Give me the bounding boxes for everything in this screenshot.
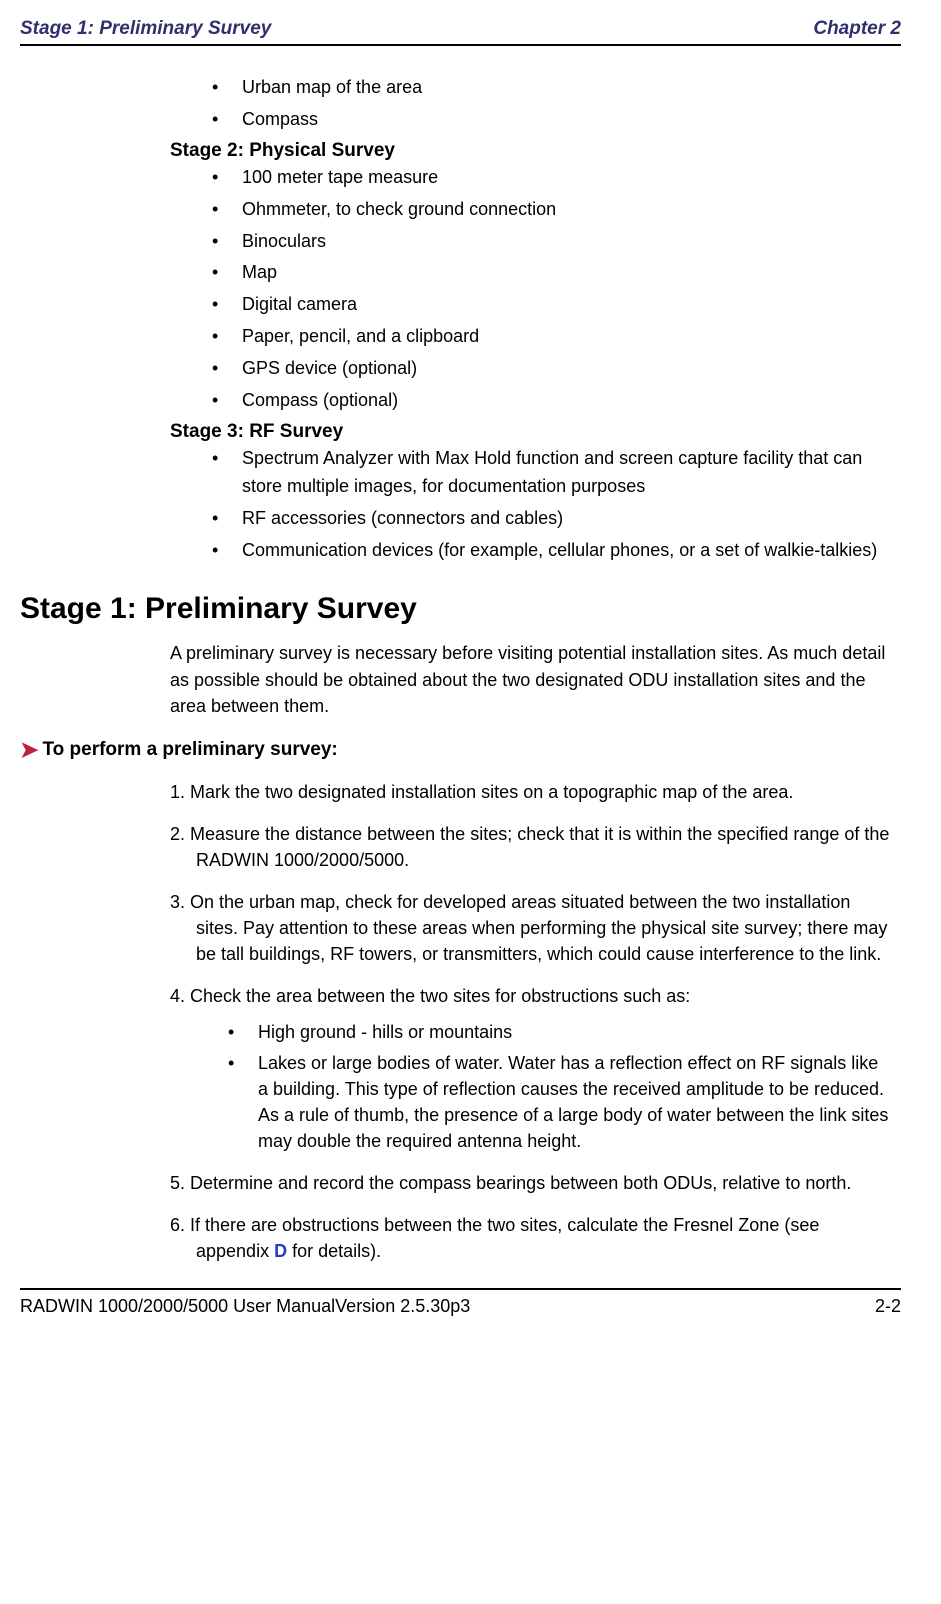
stage2-list: 100 meter tape measure Ohmmeter, to chec… <box>212 164 891 415</box>
list-item: Ohmmeter, to check ground connection <box>212 196 891 224</box>
header-chapter: Chapter 2 <box>813 18 901 40</box>
stage2-heading: Stage 2: Physical Survey <box>170 140 891 162</box>
numbered-list: 1. Mark the two designated installation … <box>170 779 891 1264</box>
procedure-steps: 1. Mark the two designated installation … <box>170 779 891 1264</box>
footer-left: RADWIN 1000/2000/5000 User ManualVersion… <box>20 1296 470 1317</box>
section-title: Stage 1: Preliminary Survey <box>20 592 901 626</box>
procedure-heading: ➤ To perform a preliminary survey: <box>20 737 901 763</box>
step: 6. If there are obstructions between the… <box>170 1212 891 1264</box>
appendix-link[interactable]: D <box>274 1241 287 1261</box>
step: 4. Check the area between the two sites … <box>170 983 891 1154</box>
procedure-heading-text: To perform a preliminary survey: <box>42 739 337 761</box>
step: 5. Determine and record the compass bear… <box>170 1170 891 1196</box>
main-content: Urban map of the area Compass Stage 2: P… <box>170 74 891 564</box>
step-text: 4. Check the area between the two sites … <box>170 986 690 1006</box>
list-item: 100 meter tape measure <box>212 164 891 192</box>
list-item: Binoculars <box>212 228 891 256</box>
step: 3. On the urban map, check for developed… <box>170 889 891 967</box>
list-item: Urban map of the area <box>212 74 891 102</box>
header-section-title: Stage 1: Preliminary Survey <box>20 18 271 40</box>
list-item: Paper, pencil, and a clipboard <box>212 323 891 351</box>
page: Stage 1: Preliminary Survey Chapter 2 Ur… <box>0 0 941 1337</box>
list-item: Map <box>212 259 891 287</box>
footer-page-number: 2-2 <box>875 1296 901 1317</box>
list-item: Digital camera <box>212 291 891 319</box>
list-item: Lakes or large bodies of water. Water ha… <box>228 1050 891 1154</box>
stage3-heading: Stage 3: RF Survey <box>170 421 891 443</box>
list-item: Spectrum Analyzer with Max Hold function… <box>212 445 891 501</box>
intro-paragraph: A preliminary survey is necessary before… <box>170 640 891 718</box>
list-item: Communication devices (for example, cell… <box>212 537 891 565</box>
page-footer: RADWIN 1000/2000/5000 User ManualVersion… <box>20 1288 901 1317</box>
triangle-right-icon: ➤ <box>20 737 38 763</box>
list-item: Compass <box>212 106 891 134</box>
step: 2. Measure the distance between the site… <box>170 821 891 873</box>
pre-bullets: Urban map of the area Compass <box>212 74 891 134</box>
page-header: Stage 1: Preliminary Survey Chapter 2 <box>20 18 901 46</box>
step-text-pre: 6. If there are obstructions between the… <box>170 1215 819 1261</box>
section-body: A preliminary survey is necessary before… <box>170 640 891 718</box>
list-item: Compass (optional) <box>212 387 891 415</box>
list-item: High ground - hills or mountains <box>228 1019 891 1045</box>
step: 1. Mark the two designated installation … <box>170 779 891 805</box>
stage3-list: Spectrum Analyzer with Max Hold function… <box>212 445 891 565</box>
step-text-post: for details). <box>287 1241 381 1261</box>
list-item: GPS device (optional) <box>212 355 891 383</box>
list-item: RF accessories (connectors and cables) <box>212 505 891 533</box>
sub-bullet-list: High ground - hills or mountains Lakes o… <box>228 1019 891 1153</box>
